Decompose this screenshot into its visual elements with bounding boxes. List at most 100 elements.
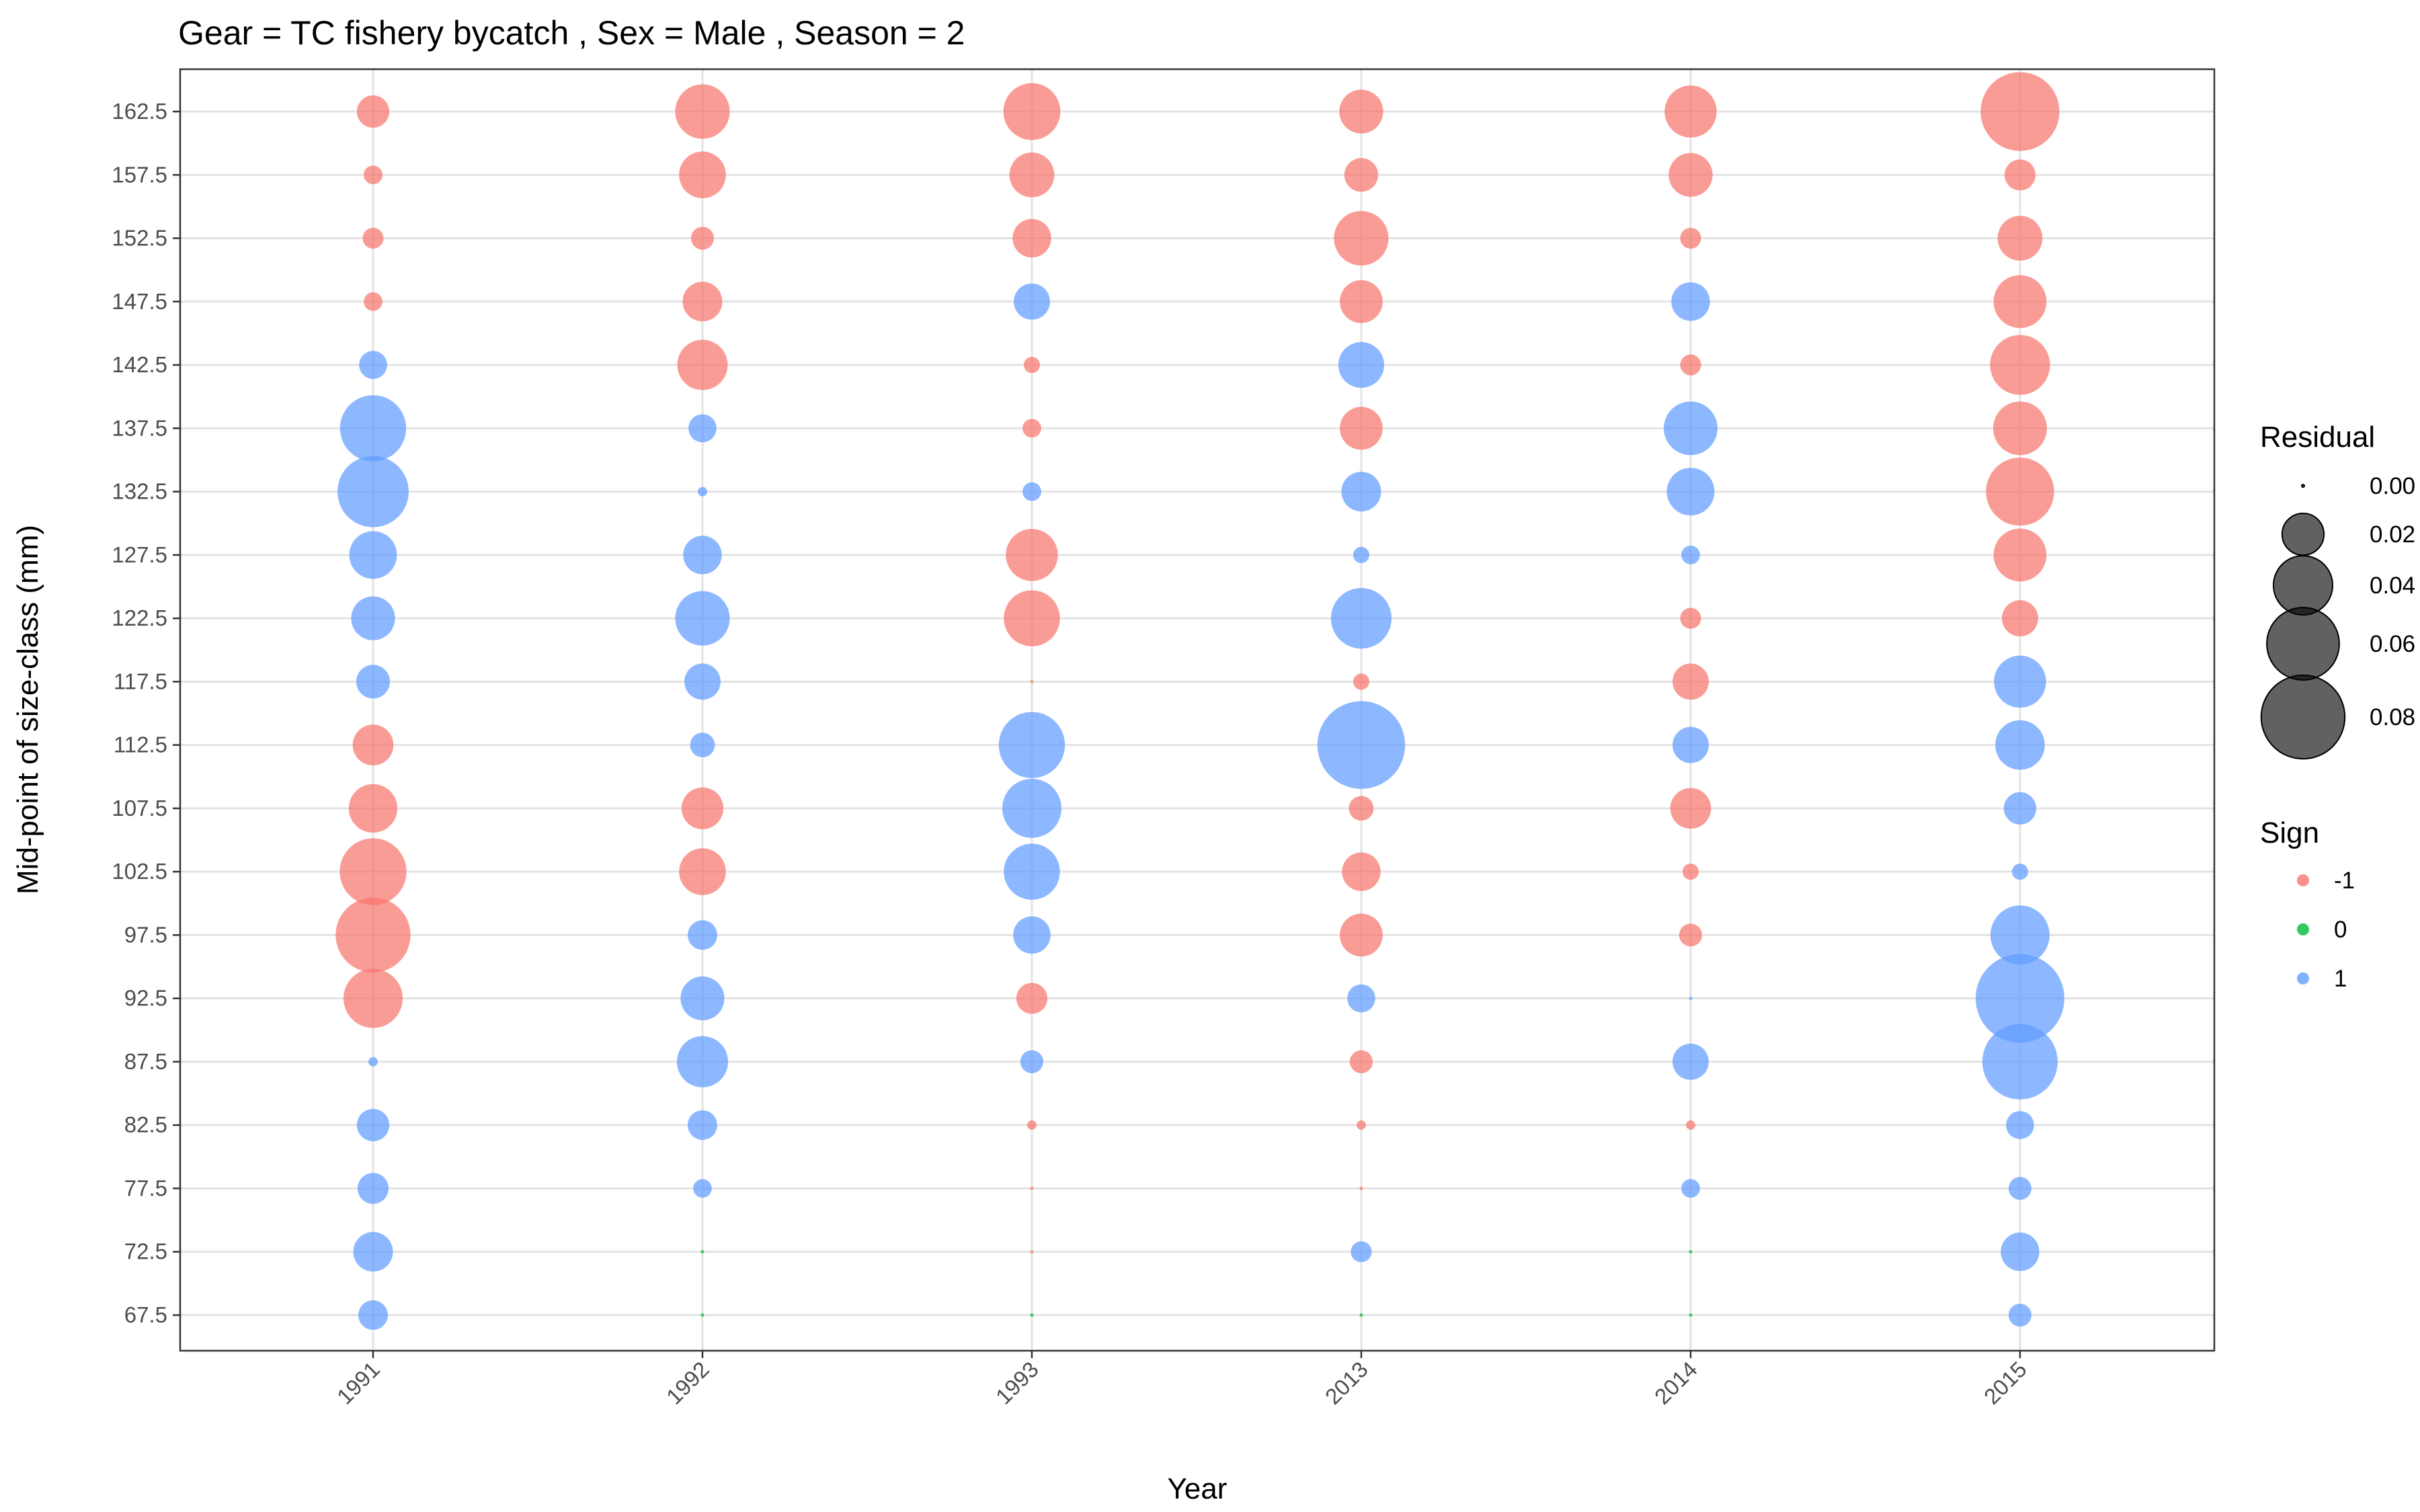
y-axis: 67.5 72.5 77.5 82.5 87.5 92.5 97.5 102.5 107.5 11…: [112, 99, 180, 1327]
y-tick-label: 152.5: [112, 226, 167, 251]
residual-legend-label: 0.02: [2370, 521, 2415, 548]
bubble-point: [335, 897, 411, 973]
y-tick-label: 97.5: [124, 922, 167, 947]
bubble-point: [1976, 954, 2064, 1043]
bubble-point: [1030, 1250, 1034, 1254]
bubble-point: [1993, 401, 2047, 456]
bubble-point: [675, 591, 730, 646]
x-tick-label: 2014: [1650, 1357, 1702, 1409]
y-axis-title: Mid-point of size-class (mm): [11, 525, 44, 894]
bubble-point: [2006, 1111, 2034, 1140]
residual-legend-key: [2281, 512, 2325, 556]
x-tick-label: 2013: [1320, 1357, 1373, 1409]
bubble-point: [1344, 158, 1379, 192]
y-tick-label: 137.5: [112, 415, 167, 440]
bubble-point: [1359, 1186, 1363, 1190]
residual-legend-label: 0.08: [2370, 704, 2415, 730]
bubble-point: [1993, 528, 2047, 582]
bubble-point: [344, 968, 403, 1028]
bubble-point: [2003, 792, 2037, 825]
bubble-point: [349, 531, 397, 579]
bubble-point: [1340, 913, 1383, 957]
bubble-point: [1349, 1050, 1373, 1073]
bubble-point: [688, 920, 717, 950]
bubble-point: [1672, 663, 1709, 700]
bubble-point: [1993, 275, 2047, 329]
chart-title: Gear = TC fishery bycatch , Sex = Male ,…: [178, 14, 965, 52]
bubble-point: [1330, 588, 1392, 649]
bubble-point: [1666, 468, 1715, 516]
y-tick-label: 77.5: [124, 1175, 167, 1200]
bubble-point: [1679, 923, 1703, 947]
bubble-point: [1009, 152, 1055, 198]
bubble-point: [364, 165, 382, 185]
bubble-point: [1027, 1120, 1037, 1130]
bubble-point: [2004, 159, 2036, 191]
x-tick-label: 2015: [1979, 1357, 2031, 1409]
y-tick-label: 162.5: [112, 99, 167, 124]
bubble-point: [1342, 852, 1381, 891]
bubble-point: [1672, 726, 1709, 763]
bubble-point: [1341, 472, 1381, 512]
bubble-point: [1681, 1179, 1700, 1198]
bubble-point: [998, 712, 1065, 778]
bubble-point: [1670, 788, 1711, 829]
bubble-point: [676, 1036, 729, 1088]
bubble-point: [356, 95, 390, 128]
bubble-point: [682, 282, 723, 322]
y-tick-label: 107.5: [112, 796, 167, 821]
bubble-point: [1689, 1313, 1693, 1317]
bubble-point: [1022, 419, 1041, 438]
data-points: [335, 72, 2064, 1330]
y-tick-label: 112.5: [114, 732, 167, 757]
bubble-point: [1022, 482, 1041, 501]
bubble-point: [1682, 864, 1699, 880]
x-tick-label: 1993: [991, 1357, 1043, 1409]
bubble-point: [1004, 590, 1060, 646]
sign-legend-label: 0: [2334, 917, 2347, 943]
bubble-point: [359, 351, 387, 379]
bubble-point: [1030, 1186, 1034, 1190]
bubble-point: [680, 976, 725, 1021]
sign-legend-key: [2297, 874, 2309, 886]
bubble-point: [1347, 984, 1375, 1013]
bubble-point: [1013, 916, 1051, 954]
bubble-point: [1003, 83, 1061, 140]
bubble-point: [1680, 354, 1701, 376]
residual-legend: Residual 0.00 0.02 0.04 0.06 0.08: [2260, 421, 2415, 760]
residual-legend-label: 0.04: [2370, 573, 2415, 599]
bubble-point: [688, 1110, 717, 1140]
x-tick-label: 1991: [332, 1357, 385, 1409]
bubble-point: [677, 339, 728, 390]
bubble-point: [1664, 401, 1718, 456]
sign-legend-key: [2297, 923, 2309, 935]
bubble-point: [1980, 72, 2060, 151]
y-tick-label: 127.5: [112, 542, 167, 567]
bubble-point: [1334, 210, 1389, 266]
bubble-point: [356, 1109, 390, 1142]
residual-legend-key: [2266, 607, 2340, 681]
bubble-point: [1014, 283, 1050, 320]
bubble-point: [362, 227, 384, 249]
bubble-point: [368, 1056, 378, 1066]
sign-legend: Sign -1 0 1: [2260, 816, 2355, 992]
bubble-point: [339, 838, 407, 905]
bubble-point: [1681, 545, 1700, 564]
bubble-point: [1994, 655, 2046, 708]
bubble-point: [1686, 1120, 1695, 1130]
y-tick-label: 87.5: [124, 1049, 167, 1074]
bubble-point: [1030, 679, 1034, 683]
bubble-point: [690, 732, 715, 758]
y-tick-label: 82.5: [124, 1112, 167, 1137]
bubble-point: [698, 487, 707, 497]
bubble-point: [1004, 843, 1060, 900]
bubble-point: [2002, 600, 2038, 637]
bubble-point: [1357, 1120, 1366, 1130]
bubble-point: [688, 414, 717, 443]
bubble-point: [1353, 546, 1370, 563]
bubble-point: [364, 292, 382, 311]
bubble-point: [1338, 341, 1385, 388]
bubble-point: [357, 1173, 389, 1204]
bubble-point: [337, 456, 409, 528]
